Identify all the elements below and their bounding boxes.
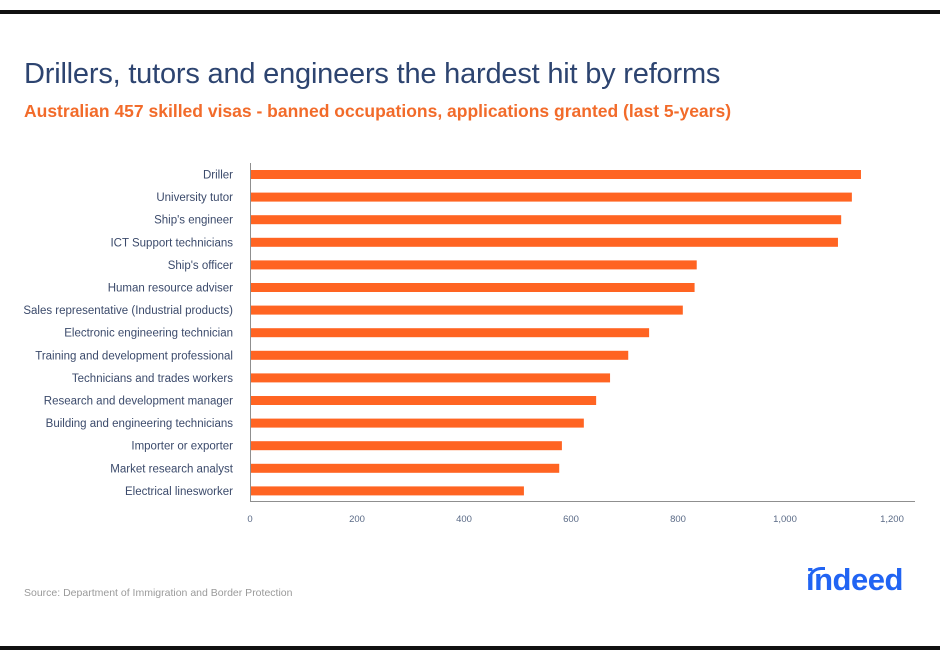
bar	[251, 350, 629, 360]
bar	[251, 396, 597, 405]
category-labels: Driller University tutor Ship's engineer IC…	[23, 170, 233, 498]
category-label: Ship's officer	[168, 260, 233, 272]
category-label: Training and development professional	[35, 350, 233, 362]
bar	[251, 170, 861, 179]
logo-arc-icon	[808, 567, 825, 580]
x-tick-label: 800	[670, 514, 686, 525]
category-label: Electronic engineering technician	[64, 328, 233, 340]
bar	[251, 328, 650, 338]
x-tick-label: 200	[349, 514, 365, 525]
category-label: Human resource adviser	[108, 283, 233, 295]
category-label: ICT Support technicians	[110, 237, 233, 249]
category-label: Driller	[203, 170, 233, 182]
category-label: Market research analyst	[110, 463, 234, 475]
bar	[251, 192, 852, 202]
bar	[251, 215, 842, 225]
bar	[251, 486, 524, 496]
x-tick-label: 1,200	[880, 514, 904, 525]
top-rule	[0, 10, 940, 14]
chart-subtitle: Australian 457 skilled visas - banned oc…	[24, 101, 732, 121]
category-label: Ship's engineer	[154, 215, 233, 227]
category-label: Importer or exporter	[131, 441, 233, 453]
indeed-logo: indeed	[806, 562, 903, 598]
x-tick-label: 400	[456, 514, 472, 525]
bars-group	[251, 170, 861, 496]
category-label: University tutor	[156, 192, 233, 204]
x-tick-label: 1,000	[773, 514, 797, 525]
category-label: Technicians and trades workers	[72, 373, 233, 385]
chart-title: Drillers, tutors and engineers the harde…	[24, 58, 721, 90]
bar	[251, 373, 611, 383]
category-label: Electrical linesworker	[125, 486, 233, 498]
bar	[251, 441, 562, 451]
x-tick-label: 0	[247, 514, 252, 525]
x-axis-ticks: 0 200 400 600 800 1,000 1,200	[247, 514, 904, 525]
category-label: Sales representative (Industrial product…	[23, 305, 233, 317]
source-note: Source: Department of Immigration and Bo…	[24, 587, 293, 599]
x-tick-label: 600	[563, 514, 579, 525]
bar	[251, 305, 683, 315]
bottom-rule	[0, 646, 940, 650]
category-label: Research and development manager	[44, 396, 233, 408]
bar	[251, 260, 697, 270]
bar	[251, 418, 584, 428]
bar	[251, 237, 838, 247]
bar	[251, 463, 560, 473]
category-label: Building and engineering technicians	[46, 418, 234, 430]
bar	[251, 283, 695, 292]
